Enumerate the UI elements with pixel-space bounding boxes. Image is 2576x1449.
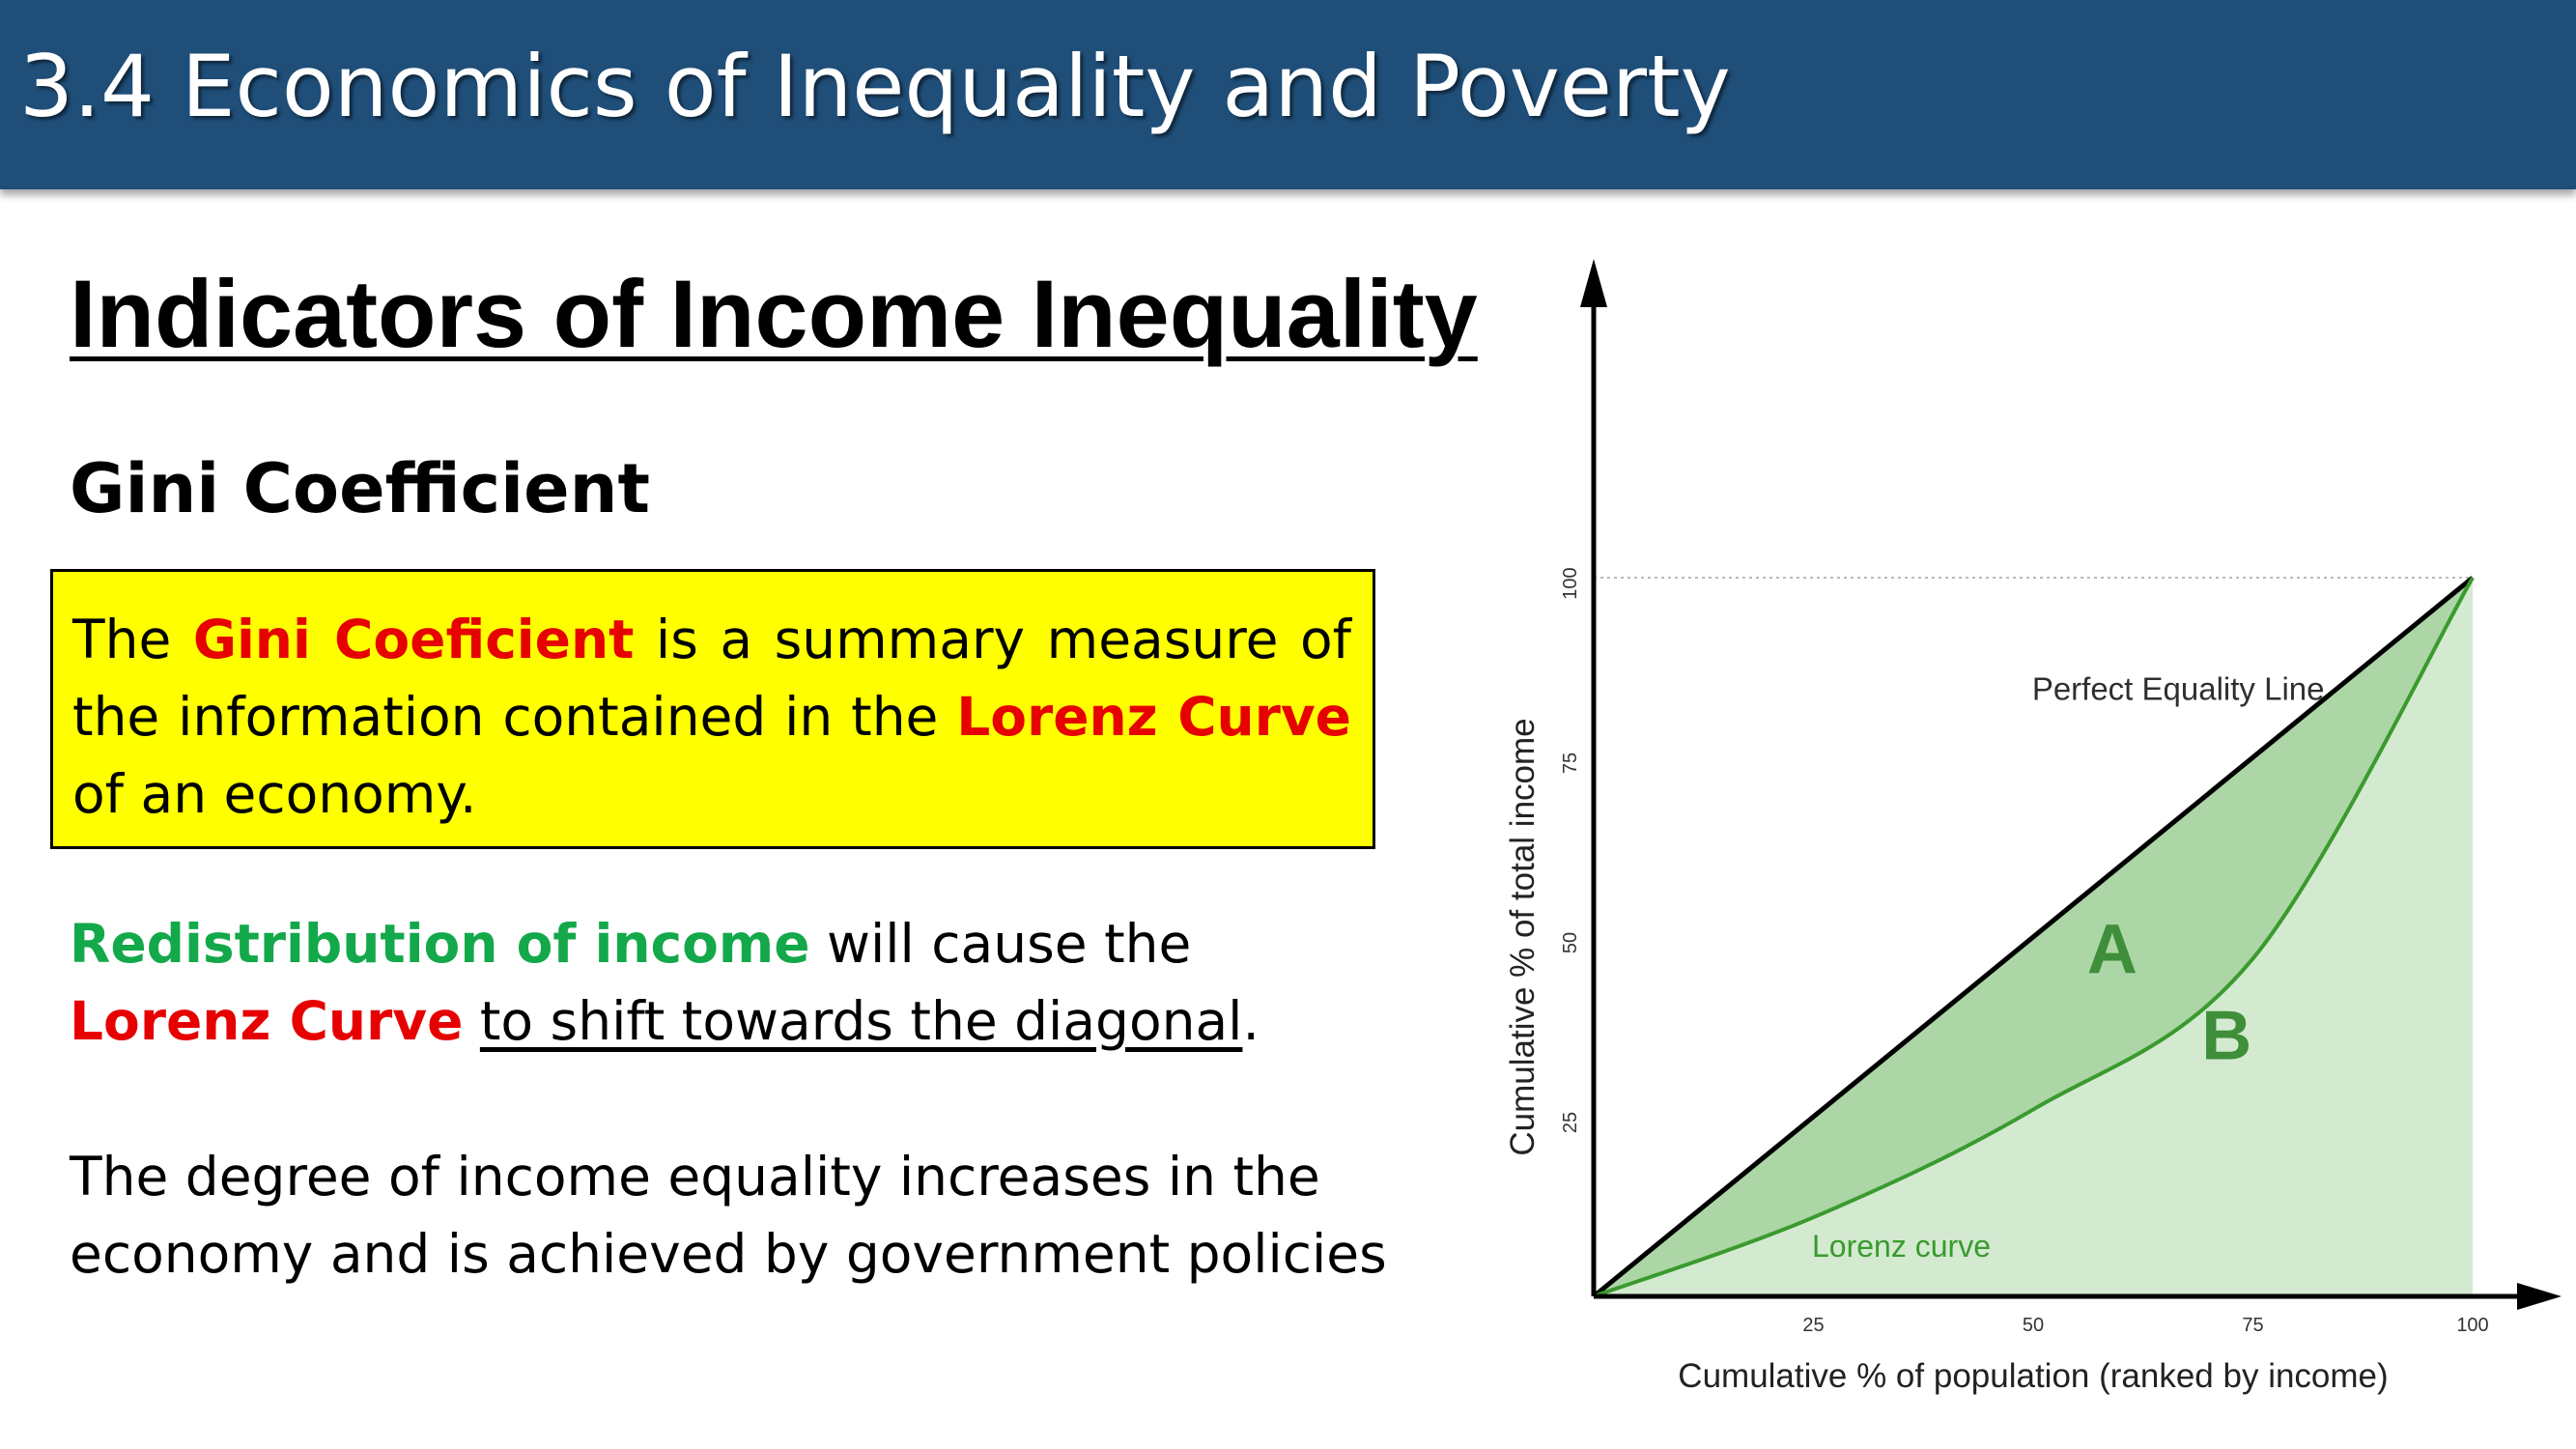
title-banner: 3.4 Economics of Inequality and Poverty: [0, 0, 2576, 189]
y-tick-label: 25: [1560, 1112, 1581, 1133]
x-tick-label: 25: [1802, 1315, 1824, 1336]
period: .: [1242, 990, 1260, 1052]
perfect-equality-label: Perfect Equality Line: [2032, 670, 2325, 706]
region-a-label: A: [2087, 911, 2137, 988]
lorenz-chart: 25 50 75 100 25 50 75 100 Cumulative % of popu…: [1487, 232, 2576, 1449]
x-axis-label: Cumulative % of population (ranked by in…: [1678, 1357, 2388, 1395]
shift-text: to shift towards the diagonal: [479, 990, 1243, 1052]
redistribution-text: will cause the: [809, 913, 1192, 975]
definition-text-1: The: [72, 609, 193, 670]
y-tick-label: 50: [1560, 932, 1581, 953]
x-tick-label: 100: [2456, 1315, 2488, 1336]
x-tick-label: 75: [2242, 1315, 2263, 1336]
lorenz-chart-svg: 25 50 75 100 25 50 75 100 Cumulative % of popu…: [1504, 259, 2562, 1395]
lorenz-term: Lorenz Curve: [956, 686, 1351, 748]
redistribution-term: Redistribution of income: [70, 913, 810, 975]
y-tick-label: 100: [1560, 567, 1581, 599]
redistribution-line-1: Redistribution of income will cause the: [70, 905, 1260, 982]
perfect-equality-line: [1592, 576, 2475, 1298]
region-b-label: B: [2201, 997, 2251, 1074]
degree-paragraph: The degree of income equality increases …: [70, 1138, 1387, 1293]
degree-line-1: The degree of income equality increases …: [70, 1146, 1320, 1208]
redistribution-paragraph: Redistribution of income will cause the …: [70, 905, 1260, 1060]
definition-box: The Gini Coeficient is a summary measure…: [50, 569, 1375, 849]
redistribution-line-2: Lorenz Curve to shift towards the diagon…: [70, 982, 1260, 1060]
y-axis-arrow: [1580, 259, 1607, 307]
lorenz-curve-label: Lorenz curve: [1812, 1229, 1991, 1264]
x-tick-labels: 25 50 75 100: [1802, 1315, 2488, 1336]
degree-line-2: economy and is achieved by government po…: [70, 1223, 1387, 1285]
y-axis-label: Cumulative % of total income: [1504, 718, 1542, 1155]
y-tick-label: 75: [1560, 753, 1581, 774]
subheading: Gini Coefficient: [70, 449, 650, 528]
x-axis-arrow: [2517, 1283, 2562, 1310]
y-tick-labels: 25 50 75 100: [1560, 567, 1581, 1133]
area-b-region: [1594, 578, 2473, 1296]
definition-text-2: is a summary measure of the information …: [72, 609, 1352, 748]
lorenz-curve-line: [1593, 577, 2475, 1298]
lorenz-term-2: Lorenz Curve: [70, 990, 464, 1052]
x-tick-label: 50: [2023, 1315, 2044, 1336]
section-heading: Indicators of Income Inequality: [70, 260, 1478, 367]
definition-text-3: of an economy.: [72, 763, 477, 825]
slide-title: 3.4 Economics of Inequality and Poverty: [19, 37, 1731, 136]
gini-term: Gini Coeficient: [192, 609, 635, 670]
